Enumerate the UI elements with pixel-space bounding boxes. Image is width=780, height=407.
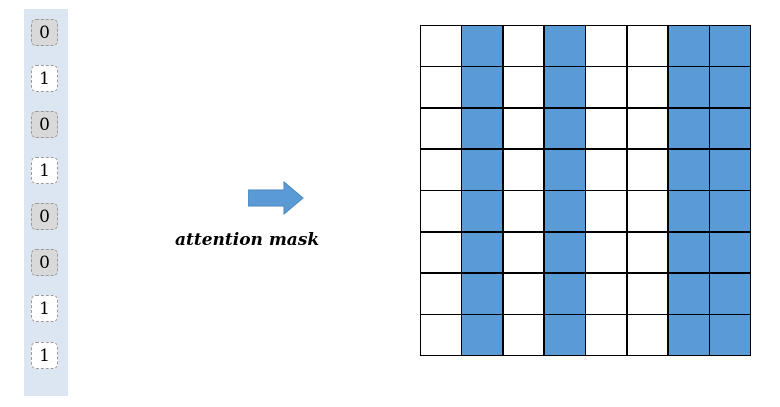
attended-cell [544,149,585,190]
masked-cell [503,232,544,273]
attended-cell [544,26,585,66]
attended-cell [462,273,503,314]
masked-cell [586,67,627,108]
attended-cell [710,108,750,149]
attended-cell [462,108,503,149]
masked-cell [586,108,627,149]
masked-cell [627,191,668,232]
masked-cell [627,315,668,355]
attended-cell [544,191,585,232]
masked-cell [421,108,461,149]
attended-cell [544,232,585,273]
mask-value-cell: 1 [31,342,58,369]
masked-cell [503,26,544,66]
attended-cell [710,315,750,355]
masked-cell [627,67,668,108]
attended-cell [462,315,503,355]
attended-cell [710,67,750,108]
attended-cell [544,315,585,355]
masked-cell [503,191,544,232]
input-mask-column: 0 1 0 1 0 0 1 1 [24,9,68,396]
masked-cell [586,315,627,355]
mask-value-cell: 0 [31,249,58,276]
mask-value-cell: 1 [31,157,58,184]
masked-cell [421,26,461,66]
masked-cell [421,191,461,232]
attended-cell [544,273,585,314]
masked-cell [586,26,627,66]
mask-value-cell: 0 [31,111,58,138]
masked-cell [503,273,544,314]
attended-cell [544,108,585,149]
masked-cell [627,149,668,190]
attended-cell [668,315,709,355]
masked-cell [627,26,668,66]
attended-cell [668,108,709,149]
masked-cell [503,67,544,108]
masked-cell [586,191,627,232]
mask-value-cell: 1 [31,65,58,92]
attended-cell [462,26,503,66]
right-arrow-icon [248,180,304,216]
attended-cell [668,191,709,232]
attention-mask-matrix [420,25,751,356]
attention-mask-label: attention mask [175,230,320,250]
attended-cell [544,67,585,108]
masked-cell [627,232,668,273]
mask-value-cell: 1 [31,295,58,322]
masked-cell [503,315,544,355]
attended-cell [462,232,503,273]
attended-cell [668,149,709,190]
attended-cell [668,67,709,108]
masked-cell [421,232,461,273]
attended-cell [462,149,503,190]
masked-cell [586,149,627,190]
masked-cell [503,108,544,149]
attended-cell [462,67,503,108]
masked-cell [627,273,668,314]
attended-cell [710,149,750,190]
masked-cell [421,67,461,108]
attended-cell [710,232,750,273]
attended-cell [710,26,750,66]
attended-cell [462,191,503,232]
masked-cell [503,149,544,190]
masked-cell [586,273,627,314]
mask-value-cell: 0 [31,19,58,46]
attended-cell [668,26,709,66]
mask-value-cell: 0 [31,203,58,230]
attended-cell [668,232,709,273]
attended-cell [668,273,709,314]
masked-cell [421,315,461,355]
masked-cell [421,273,461,314]
masked-cell [627,108,668,149]
masked-cell [586,232,627,273]
masked-cell [421,149,461,190]
attended-cell [710,191,750,232]
attended-cell [710,273,750,314]
